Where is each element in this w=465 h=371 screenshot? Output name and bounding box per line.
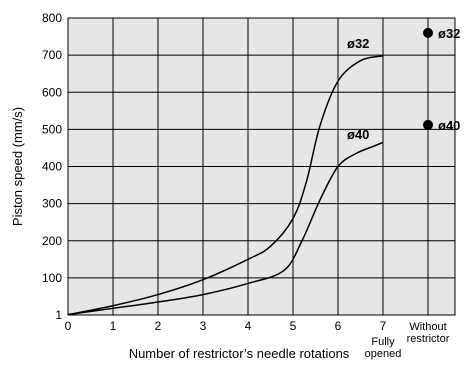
x-tick-label: 5: [290, 319, 297, 333]
x-tick-label: 2: [155, 319, 162, 333]
grid: [68, 18, 455, 315]
plot-frame: [67, 17, 456, 316]
x-extra-label-fully-opened: opened: [365, 348, 402, 360]
y-tick-label: 200: [42, 234, 62, 248]
y-tick-label: 100: [42, 271, 62, 285]
without-restrictor-point-label: ø32: [438, 26, 460, 41]
series-label: ø32: [347, 36, 369, 51]
x-tick-label: 3: [200, 319, 207, 333]
x-tick-label: 6: [335, 319, 342, 333]
y-tick-label: 500: [42, 122, 62, 136]
y-axis-label: Piston speed (mm/s): [10, 107, 25, 226]
y-tick-label: 800: [42, 11, 62, 25]
y-tick-label: 300: [42, 197, 62, 211]
x-axis-ticks: 0 1 2 3 4 5 6 7: [65, 319, 387, 333]
y-tick-label: 400: [42, 160, 62, 174]
series-line-d40: [67, 141, 384, 316]
series-label: ø40: [347, 127, 369, 142]
x-extra-label-without-restrictor: restrictor: [407, 333, 450, 345]
x-extra-label-fully-opened: Fully: [371, 336, 395, 348]
without-restrictor-point-label: ø40: [438, 118, 460, 133]
y-tick-label: 600: [42, 85, 62, 99]
without-restrictor-point: [423, 27, 433, 38]
x-tick-label: 1: [110, 319, 117, 333]
x-axis-label: Number of restrictor’s needle rotations: [129, 346, 350, 361]
x-tick-label: 4: [245, 319, 252, 333]
x-tick-label: 0: [65, 319, 72, 333]
y-axis-ticks: 1 100 200 300 400 500 600 700 800: [42, 11, 62, 322]
y-tick-label: 700: [42, 48, 62, 62]
x-tick-label: 7: [380, 319, 387, 333]
x-extra-label-without-restrictor: Without: [409, 321, 446, 333]
series-line-d32: [67, 55, 384, 316]
y-tick-label: 1: [55, 308, 62, 322]
series-group: ø32 ø40: [67, 36, 384, 316]
without-restrictor-point: [423, 119, 433, 130]
